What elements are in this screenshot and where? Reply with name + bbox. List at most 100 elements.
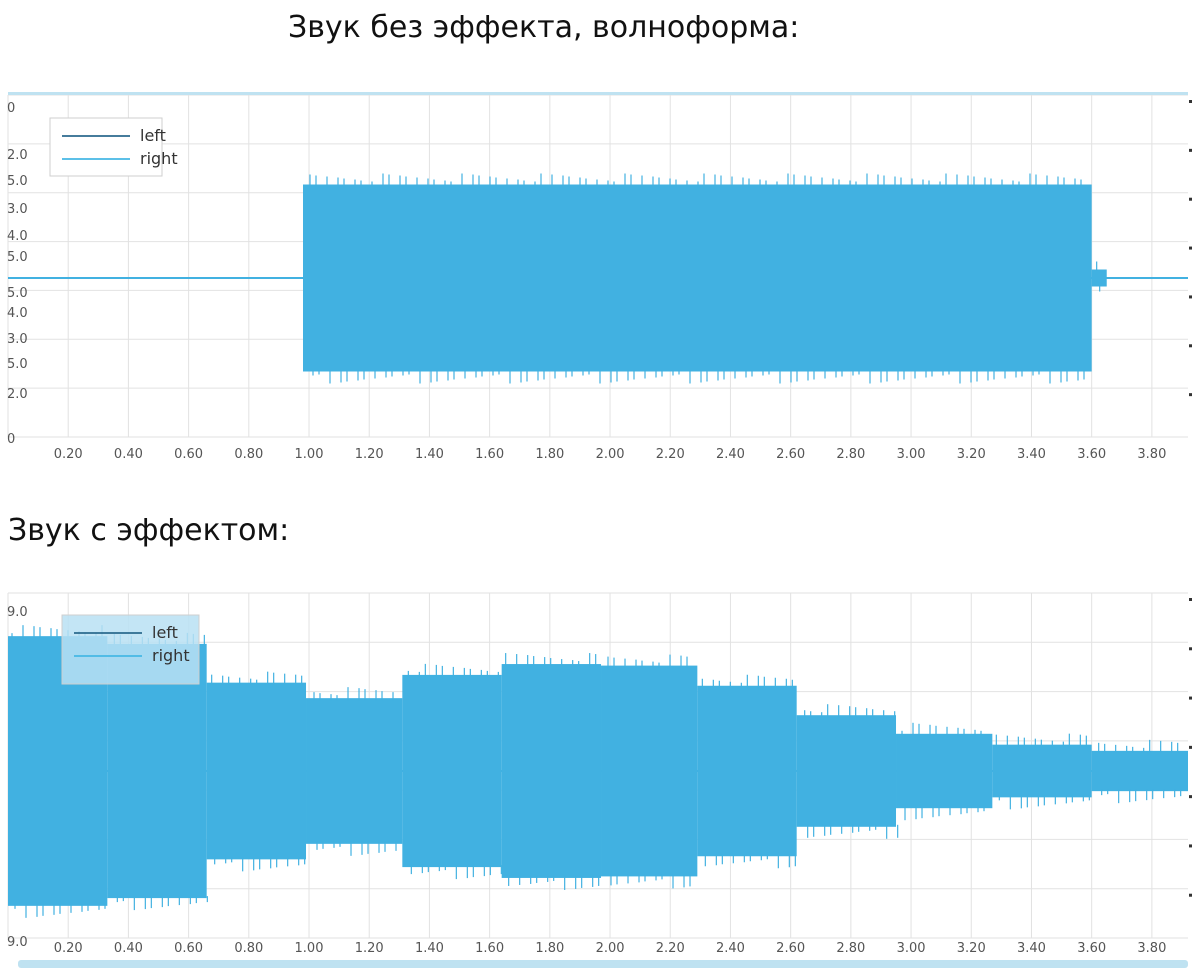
y-tick-label: 5.0 bbox=[7, 174, 28, 189]
x-tick-label: 0.60 bbox=[174, 447, 203, 462]
waveform-segment bbox=[206, 682, 307, 860]
top-axis-band bbox=[8, 92, 1188, 95]
x-tick-label: 2.40 bbox=[716, 447, 745, 462]
x-tick-label: 2.20 bbox=[656, 941, 685, 956]
edge-marker bbox=[1189, 844, 1192, 848]
x-tick-label: 1.80 bbox=[535, 447, 564, 462]
edge-marker bbox=[1189, 295, 1192, 299]
edge-marker bbox=[1189, 795, 1192, 799]
y-tick-label: 0 bbox=[7, 432, 15, 447]
y-tick-label: 9.0 bbox=[7, 935, 28, 950]
waveform bbox=[8, 625, 1188, 918]
x-tick-label: 3.20 bbox=[957, 941, 986, 956]
x-tick-label: 2.60 bbox=[776, 447, 805, 462]
waveform-segment bbox=[1091, 750, 1188, 792]
x-axis-ticks: 0.20 0.40 0.60 0.80 1.00 1.20 1.40 1.60 1.80 2.00… bbox=[54, 941, 1167, 956]
waveform-segment bbox=[601, 665, 698, 877]
edge-marker bbox=[1189, 598, 1192, 601]
x-tick-label: 0.40 bbox=[114, 941, 143, 956]
y-tick-label: 4.0 bbox=[7, 229, 28, 244]
edge-marker bbox=[1189, 246, 1192, 250]
x-tick-label: 3.00 bbox=[897, 941, 926, 956]
y-axis-ticks: 0 2.0 5.0 3.0 4.0 5.0 5.0 4.0 3.0 5.0 2.0 0 bbox=[7, 101, 28, 447]
waveform-segment bbox=[303, 184, 1092, 372]
legend: left right bbox=[61, 614, 200, 685]
x-tick-label: 1.40 bbox=[415, 447, 444, 462]
y-tick-label: 0 bbox=[7, 101, 15, 116]
x-tick-label: 2.20 bbox=[656, 447, 685, 462]
waveform-segment bbox=[697, 685, 797, 857]
legend-label-right: right bbox=[152, 646, 190, 665]
x-tick-label: 1.20 bbox=[355, 941, 384, 956]
y-tick-label: 3.0 bbox=[7, 332, 28, 347]
x-tick-label: 0.60 bbox=[174, 941, 203, 956]
legend-label-left: left bbox=[140, 126, 166, 145]
edge-marker bbox=[1189, 745, 1192, 749]
legend-label-left: left bbox=[152, 623, 178, 642]
waveform-chart-original: 0.20 0.40 0.60 0.80 1.00 1.20 1.40 1.60 1.80 2.00… bbox=[7, 92, 1192, 462]
x-tick-label: 3.20 bbox=[957, 447, 986, 462]
x-tick-label: 2.80 bbox=[836, 447, 865, 462]
legend-label-right: right bbox=[140, 149, 178, 168]
bottom-scrollbar[interactable] bbox=[18, 960, 1188, 968]
x-tick-label: 1.00 bbox=[295, 941, 324, 956]
waveform-title-original: Звук без эффекта, волноформа: bbox=[288, 10, 800, 45]
right-edge-markers bbox=[1189, 598, 1192, 897]
waveform-segment bbox=[501, 664, 602, 878]
y-tick-label: 5.0 bbox=[7, 250, 28, 265]
edge-marker bbox=[1189, 148, 1192, 152]
edge-marker bbox=[1189, 100, 1192, 103]
waveform-chart-effect: 0.20 0.40 0.60 0.80 1.00 1.20 1.40 1.60 1.80 2.00… bbox=[7, 592, 1192, 968]
x-tick-label: 2.60 bbox=[776, 941, 805, 956]
x-tick-label: 1.40 bbox=[415, 941, 444, 956]
x-tick-label: 0.20 bbox=[54, 941, 83, 956]
x-tick-label: 3.00 bbox=[897, 447, 926, 462]
x-axis-ticks: 0.20 0.40 0.60 0.80 1.00 1.20 1.40 1.60 1.80 2.00… bbox=[54, 447, 1167, 462]
y-tick-label: 5.0 bbox=[7, 357, 28, 372]
edge-marker bbox=[1189, 393, 1192, 397]
waveform-segment bbox=[306, 698, 403, 844]
edge-marker bbox=[1189, 696, 1192, 700]
y-tick-label: 4.0 bbox=[7, 306, 28, 321]
edge-marker bbox=[1189, 344, 1192, 348]
legend-box bbox=[49, 117, 163, 177]
waveform bbox=[8, 173, 1188, 384]
legend-box bbox=[61, 614, 200, 685]
x-tick-label: 1.00 bbox=[295, 447, 324, 462]
x-tick-label: 3.40 bbox=[1017, 941, 1046, 956]
waveform-segment bbox=[896, 733, 993, 809]
waveform-title-effect: Звук с эффектом: bbox=[8, 513, 290, 548]
waveform-segment bbox=[402, 674, 502, 868]
y-tick-label: 2.0 bbox=[7, 148, 28, 163]
waveform-segment bbox=[1091, 269, 1107, 287]
x-tick-label: 0.80 bbox=[234, 447, 263, 462]
waveform-segment bbox=[796, 715, 897, 827]
x-tick-label: 2.00 bbox=[596, 447, 625, 462]
x-tick-label: 2.00 bbox=[596, 941, 625, 956]
x-tick-label: 0.20 bbox=[54, 447, 83, 462]
x-tick-label: 3.80 bbox=[1137, 447, 1166, 462]
right-edge-markers bbox=[1189, 100, 1192, 397]
edge-marker bbox=[1189, 893, 1192, 897]
x-tick-label: 0.80 bbox=[234, 941, 263, 956]
x-tick-label: 3.80 bbox=[1137, 941, 1166, 956]
y-tick-label: 3.0 bbox=[7, 202, 28, 217]
edge-marker bbox=[1189, 197, 1192, 201]
x-tick-label: 1.20 bbox=[355, 447, 384, 462]
x-tick-label: 2.80 bbox=[836, 941, 865, 956]
y-axis-ticks: 9.0 9.0 bbox=[7, 605, 28, 950]
y-tick-label: 2.0 bbox=[7, 387, 28, 402]
waveform-segment bbox=[992, 744, 1092, 798]
y-tick-label: 5.0 bbox=[7, 286, 28, 301]
x-tick-label: 3.60 bbox=[1077, 447, 1106, 462]
legend: left right bbox=[49, 117, 178, 177]
waveform-segment bbox=[107, 643, 207, 899]
y-tick-label: 9.0 bbox=[7, 605, 28, 620]
x-tick-label: 1.60 bbox=[475, 447, 504, 462]
x-tick-label: 3.60 bbox=[1077, 941, 1106, 956]
x-tick-label: 1.60 bbox=[475, 941, 504, 956]
x-tick-label: 2.40 bbox=[716, 941, 745, 956]
x-tick-label: 0.40 bbox=[114, 447, 143, 462]
edge-marker bbox=[1189, 647, 1192, 651]
x-tick-label: 1.80 bbox=[535, 941, 564, 956]
